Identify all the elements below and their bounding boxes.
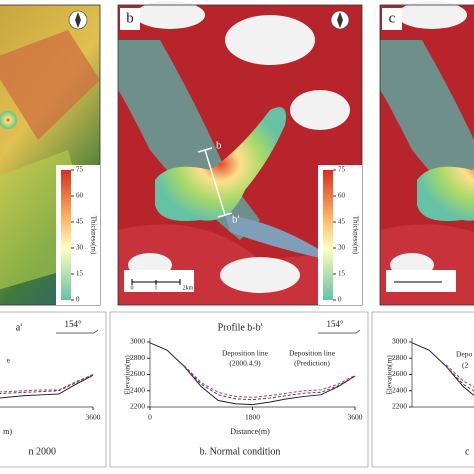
profile-line — [411, 342, 474, 397]
cloud — [135, 1, 205, 29]
bearing: 154° — [326, 319, 344, 329]
annotation: (Prediction) — [294, 359, 330, 368]
deposit — [417, 166, 474, 221]
annotation: Depo — [456, 350, 472, 359]
x-tick-label: 3600 — [348, 413, 363, 422]
map-frame — [0, 4, 101, 306]
colorbar-tick-label: 30 — [76, 244, 84, 252]
colorbar-tick-label: 15 — [76, 270, 84, 278]
profile-frame — [109, 311, 369, 468]
colorbar — [323, 170, 333, 300]
y-tick-label: 3000 — [130, 337, 145, 346]
panel-label-box — [382, 8, 402, 30]
bearing-arrow — [318, 329, 361, 334]
y-tick-label: 2200 — [392, 402, 407, 411]
axes — [411, 338, 474, 408]
colorbar-tick-label: 75 — [76, 166, 84, 174]
y-tick-label: 2400 — [130, 385, 145, 394]
y-axis-label: Elevation(m) — [123, 355, 132, 395]
profile-line — [0, 374, 94, 399]
caption: b. Normal condition — [200, 446, 281, 457]
bearing-arrow — [56, 329, 99, 334]
annotation: (2 — [462, 361, 468, 370]
cloud — [397, 1, 467, 29]
colorbar-tick-label: 30 — [338, 244, 346, 252]
scale-label: 0 — [131, 285, 134, 291]
x-tick-label: 1800 — [245, 413, 260, 422]
y-tick-label: 2400 — [392, 385, 407, 394]
profile-frame — [371, 311, 474, 468]
x-tick-label: 0 — [148, 413, 152, 422]
panel-label: b — [126, 10, 134, 26]
panel-label: c — [389, 10, 396, 26]
caption: n 2000 — [29, 446, 57, 457]
colorbar-tick-label: 60 — [338, 192, 346, 200]
colorbar-tick-label: 15 — [338, 270, 346, 278]
deposit — [155, 107, 286, 221]
profile-line — [183, 366, 356, 401]
map-frame — [379, 4, 474, 306]
colorbar — [61, 170, 71, 300]
cloud — [290, 90, 350, 130]
terrain — [0, 30, 100, 140]
annotation: (2000.4.9) — [229, 359, 261, 368]
colorbar-tick-label: 0 — [338, 296, 342, 304]
profile-title: Profile b-b' — [218, 322, 263, 333]
compass-needle — [75, 12, 81, 28]
panel: 75 60 45 30 15 0 Thickness(m) 3600 a' 154° e m) n 20… — [0, 4, 107, 468]
cloud — [220, 257, 300, 293]
profile-line — [183, 365, 356, 398]
x-axis-label: Distance(m) — [230, 427, 270, 436]
profile-line — [445, 364, 474, 388]
caption: c — [465, 446, 470, 457]
colorbar-tick-label: 75 — [338, 166, 346, 174]
panel-label-box — [120, 8, 140, 30]
y-tick-label: 2800 — [392, 353, 407, 362]
profile-line — [0, 374, 94, 395]
cloud — [225, 15, 315, 65]
legend-title: Thickness(m) — [89, 216, 97, 255]
profile-frame — [0, 311, 107, 468]
section-label: b — [216, 140, 222, 152]
section-label: b' — [232, 214, 240, 226]
profile-line — [0, 374, 94, 393]
y-tick-label: 2600 — [130, 369, 145, 378]
y-tick-label: 3000 — [392, 337, 407, 346]
annotation: Deposition line — [222, 349, 269, 358]
scale-bg — [124, 270, 194, 292]
profile-title: a' — [16, 322, 22, 333]
colorbar-tick-label: 45 — [338, 218, 346, 226]
scale-bar — [131, 279, 181, 285]
colorbar-tick-label: 60 — [76, 192, 84, 200]
colorbar-tick-label: 0 — [76, 296, 80, 304]
section-tick — [217, 212, 233, 218]
profile-line — [445, 366, 474, 392]
legend-title: Thickness(m) — [351, 216, 359, 255]
section-tick — [197, 147, 213, 153]
axes — [0, 406, 93, 408]
scale-label: 1 — [155, 285, 158, 291]
annotation: e — [7, 356, 11, 365]
y-tick-label: 2200 — [130, 402, 145, 411]
deposit — [0, 111, 17, 129]
scale-label: 2km — [183, 285, 194, 291]
y-tick-label: 2800 — [130, 353, 145, 362]
river — [225, 215, 330, 260]
panel: b b b' 75 60 45 30 15 0 Thickness(m) 0 1 2km 2200 2400… — [109, 1, 369, 468]
colorbar-tick-label: 45 — [76, 218, 84, 226]
x-axis-label: m) — [3, 427, 12, 436]
compass-needle — [337, 12, 343, 28]
annotation: Deposition line — [289, 349, 336, 358]
bearing: 154° — [64, 319, 82, 329]
scale-bg — [386, 270, 456, 292]
y-tick-label: 2600 — [392, 369, 407, 378]
panel: c 2200 2400 2600 2800 3000 Elevation(m) Depo (2 c — [371, 1, 474, 468]
map-frame — [117, 4, 363, 306]
section-line — [204, 149, 226, 216]
y-axis-label: Elevation(m) — [385, 355, 394, 395]
x-tick-label: 3600 — [86, 413, 101, 422]
